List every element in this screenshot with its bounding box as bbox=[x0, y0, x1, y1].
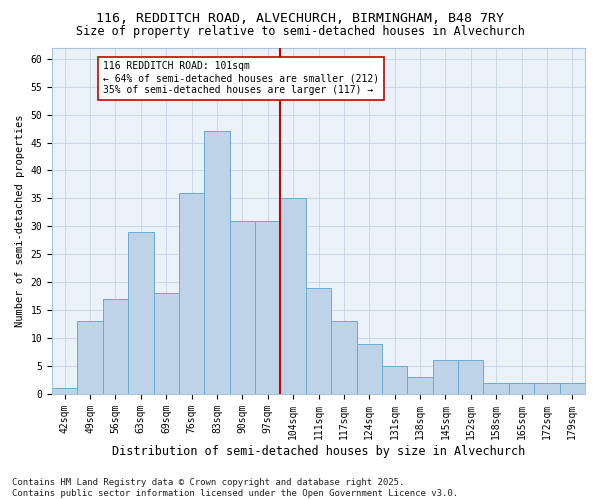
Text: Size of property relative to semi-detached houses in Alvechurch: Size of property relative to semi-detach… bbox=[76, 25, 524, 38]
Bar bbox=[458, 360, 484, 394]
Bar bbox=[534, 383, 560, 394]
Text: Contains HM Land Registry data © Crown copyright and database right 2025.
Contai: Contains HM Land Registry data © Crown c… bbox=[12, 478, 458, 498]
Bar bbox=[560, 383, 585, 394]
Y-axis label: Number of semi-detached properties: Number of semi-detached properties bbox=[15, 114, 25, 327]
X-axis label: Distribution of semi-detached houses by size in Alvechurch: Distribution of semi-detached houses by … bbox=[112, 444, 525, 458]
Bar bbox=[154, 294, 179, 394]
Bar bbox=[356, 344, 382, 394]
Bar bbox=[205, 132, 230, 394]
Bar bbox=[280, 198, 306, 394]
Bar bbox=[407, 377, 433, 394]
Bar bbox=[179, 193, 205, 394]
Bar bbox=[331, 322, 356, 394]
Bar bbox=[255, 220, 280, 394]
Bar bbox=[77, 322, 103, 394]
Bar bbox=[128, 232, 154, 394]
Bar bbox=[433, 360, 458, 394]
Text: 116, REDDITCH ROAD, ALVECHURCH, BIRMINGHAM, B48 7RY: 116, REDDITCH ROAD, ALVECHURCH, BIRMINGH… bbox=[96, 12, 504, 26]
Bar bbox=[382, 366, 407, 394]
Bar bbox=[509, 383, 534, 394]
Text: 116 REDDITCH ROAD: 101sqm
← 64% of semi-detached houses are smaller (212)
35% of: 116 REDDITCH ROAD: 101sqm ← 64% of semi-… bbox=[103, 62, 379, 94]
Bar bbox=[306, 288, 331, 394]
Bar bbox=[52, 388, 77, 394]
Bar bbox=[103, 299, 128, 394]
Bar bbox=[484, 383, 509, 394]
Bar bbox=[230, 220, 255, 394]
